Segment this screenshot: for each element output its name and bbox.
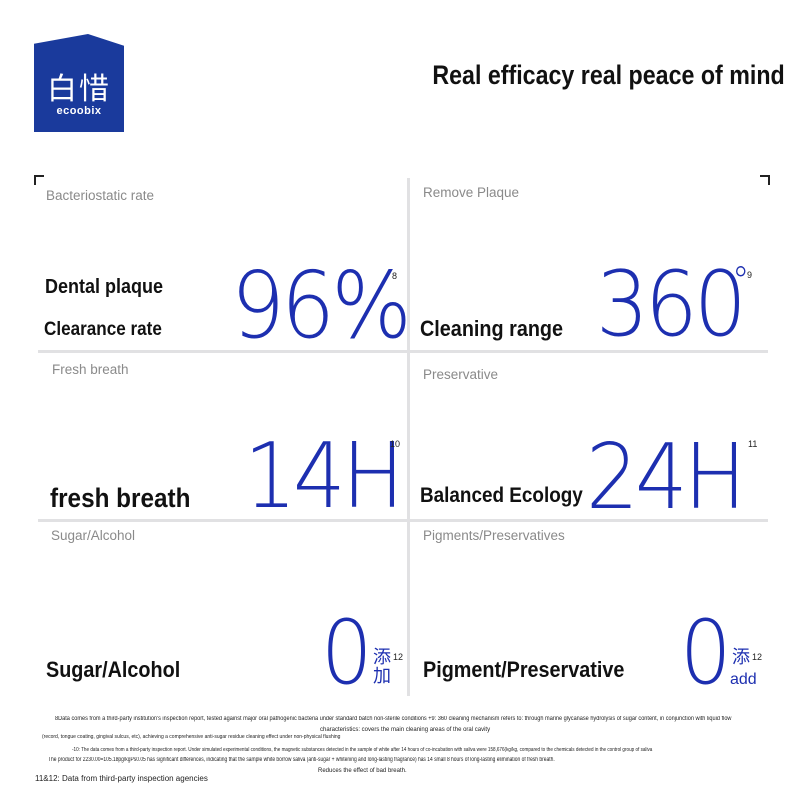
cell-subtitle: Remove Plaque bbox=[423, 185, 520, 200]
stat-value: 0 bbox=[680, 601, 732, 704]
footnote-text: The product for 2230.00=105.18pg/kgPs0.0… bbox=[48, 757, 555, 763]
cell-label: Balanced Ecology bbox=[420, 484, 583, 507]
cell-subtitle: Preservative bbox=[423, 367, 499, 382]
stat-cell-pigments: Pigments/Preservatives Pigment/Preservat… bbox=[410, 522, 768, 704]
stat-value: 24H bbox=[586, 425, 746, 530]
stat-cell-remove-plaque: Remove Plaque Cleaning range 360 ° 9 bbox=[410, 178, 768, 350]
footnote-text: characteristics: covers the main cleanin… bbox=[320, 727, 491, 733]
stat-cell-fresh-breath: Fresh breath fresh breath 14H 10 bbox=[38, 353, 407, 529]
footnote-marker: 11 bbox=[748, 439, 758, 449]
headline: Real efficacy real peace of mind bbox=[432, 60, 785, 90]
brand-logo: 白惜 ecoobix bbox=[34, 34, 124, 132]
footnote-text: -10: The data comes from a third-party i… bbox=[72, 747, 653, 753]
corner-mark-top-left bbox=[34, 175, 44, 185]
footnote-marker: 8 bbox=[392, 271, 398, 281]
cell-label: Dental plaque bbox=[45, 276, 164, 298]
cell-label: fresh breath bbox=[50, 483, 191, 513]
footnote-text: Reduces the effect of bad breath. bbox=[318, 768, 407, 774]
cn-additive-label: 添 bbox=[732, 647, 750, 668]
stat-value: 96% bbox=[231, 252, 412, 359]
footnote-marker: 12 bbox=[393, 652, 404, 662]
footnote-marker: 12 bbox=[752, 652, 763, 662]
footnote-text: (record, tongue coating, gingival sulcus… bbox=[42, 734, 341, 740]
footnote-marker: 10 bbox=[390, 439, 401, 449]
footnote-marker: 9 bbox=[747, 270, 753, 280]
degree-sign: ° bbox=[732, 259, 750, 303]
brand-name-en: ecoobix bbox=[56, 105, 102, 117]
stats-grid: Bacteriostatic rate Dental plaque Cleara… bbox=[38, 178, 768, 704]
cell-subtitle: Pigments/Preservatives bbox=[423, 528, 565, 543]
additive-label-en: add bbox=[730, 671, 757, 688]
stat-cell-preservative: Preservative Balanced Ecology 24H 11 bbox=[410, 353, 768, 523]
cell-label: Clearance rate bbox=[44, 319, 162, 340]
cell-subtitle: Fresh breath bbox=[52, 362, 129, 377]
cn-additive-label: 添 加 bbox=[373, 647, 391, 687]
footnote-text: 11&12: Data from third-party inspection … bbox=[35, 774, 208, 783]
cell-label: Cleaning range bbox=[420, 316, 564, 341]
stat-cell-bacteriostatic: Bacteriostatic rate Dental plaque Cleara… bbox=[38, 178, 412, 359]
cell-label: Sugar/Alcohol bbox=[46, 657, 181, 682]
cell-label: Pigment/Preservative bbox=[423, 657, 625, 682]
stat-value: 0 bbox=[321, 601, 373, 704]
footnote-text: 8Data comes from a third-party instituti… bbox=[55, 716, 732, 722]
stat-cell-sugar-alcohol: Sugar/Alcohol Sugar/Alcohol 0 添 加 12 bbox=[38, 522, 407, 704]
stat-value: 14H bbox=[244, 424, 404, 529]
cell-subtitle: Bacteriostatic rate bbox=[46, 188, 155, 203]
stat-value: 360 bbox=[596, 252, 747, 357]
brand-name-cn: 白惜 bbox=[47, 72, 111, 107]
cell-subtitle: Sugar/Alcohol bbox=[51, 528, 136, 543]
corner-mark-top-right bbox=[760, 175, 770, 185]
